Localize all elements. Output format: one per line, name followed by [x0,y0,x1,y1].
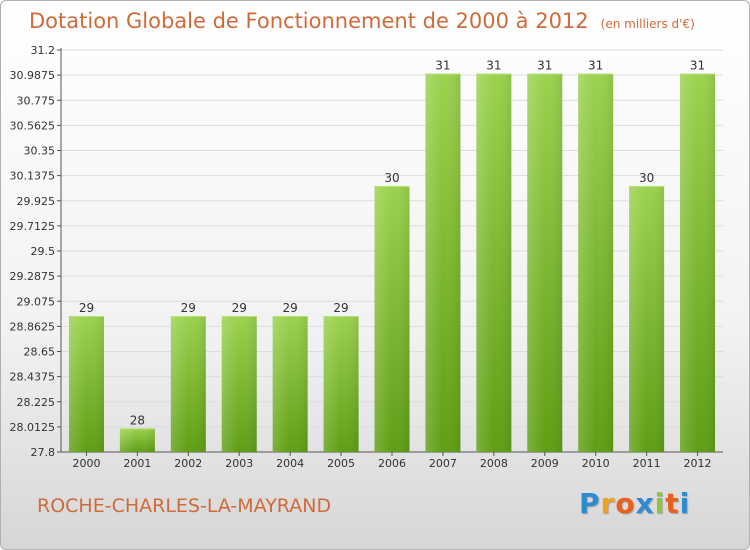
bar-shade [323,316,359,452]
bar-shade [374,185,410,452]
data-label: 30 [384,171,399,185]
y-tick-label: 30.1375 [10,170,56,183]
bar-shade [527,73,563,452]
y-tick-label: 28.225 [17,396,56,409]
x-tick-label: 2002 [174,457,202,470]
y-tick-label: 29.2875 [10,270,56,283]
logo-letter: P [579,487,601,520]
bar-shade [425,73,461,452]
logo-letter: r [600,487,616,520]
proxiti-logo: Proxiti [579,487,690,520]
y-tick-label: 29.925 [17,195,56,208]
bar-shade [578,73,614,452]
data-label: 28 [130,413,145,427]
logo-letter: i [654,487,666,520]
y-tick-label: 28.65 [24,346,56,359]
x-tick-label: 2000 [72,457,100,470]
data-label: 29 [333,301,348,315]
x-tick-label: 2011 [633,457,661,470]
logo-letter: x [635,487,655,520]
y-tick-label: 29.075 [17,295,56,308]
bar-shade [476,73,512,452]
bar-shade [221,316,257,452]
data-label: 31 [690,59,705,73]
bar-shade [272,316,308,452]
x-tick-label: 2003 [225,457,253,470]
title-text: Dotation Globale de Fonctionnement de 20… [29,9,589,33]
x-tick-label: 2006 [378,457,406,470]
bar-shade [680,73,716,452]
town-name: ROCHE-CHARLES-LA-MAYRAND [37,495,332,517]
x-tick-label: 2008 [480,457,508,470]
bar-shade [68,316,104,452]
data-label: 30 [639,171,654,185]
data-label: 31 [486,59,501,73]
data-label: 31 [435,59,450,73]
y-tick-label: 28.0125 [10,421,56,434]
y-tick-label: 28.8625 [10,320,56,333]
y-tick-label: 29.7125 [10,220,56,233]
data-label: 29 [283,301,298,315]
x-tick-label: 2007 [429,457,457,470]
data-label: 29 [181,301,196,315]
bar-shade [119,428,155,452]
chart-title: Dotation Globale de Fonctionnement de 20… [29,9,695,33]
x-tick-label: 2004 [276,457,304,470]
x-tick-label: 2005 [327,457,355,470]
data-label: 31 [537,59,552,73]
y-tick-label: 27.8 [31,446,56,459]
logo-letter: o [615,487,636,520]
y-tick-label: 30.9875 [10,69,56,82]
y-tick-label: 30.5625 [10,119,56,132]
bar-shade [170,316,206,452]
unit-note: (en milliers d'€) [600,17,695,31]
data-label: 31 [588,59,603,73]
y-tick-label: 28.4375 [10,371,56,384]
x-tick-label: 2001 [123,457,151,470]
y-tick-label: 30.35 [24,145,56,158]
data-label: 29 [232,301,247,315]
x-tick-label: 2010 [582,457,610,470]
y-tick-label: 31.2 [31,44,56,57]
y-tick-label: 29.5 [31,245,56,258]
x-tick-label: 2012 [684,457,712,470]
logo-letter: t [665,487,680,520]
data-label: 29 [79,301,94,315]
logo-letter: i [679,487,691,520]
bar-shade [629,185,665,452]
y-tick-label: 30.775 [17,94,56,107]
x-tick-label: 2009 [531,457,559,470]
